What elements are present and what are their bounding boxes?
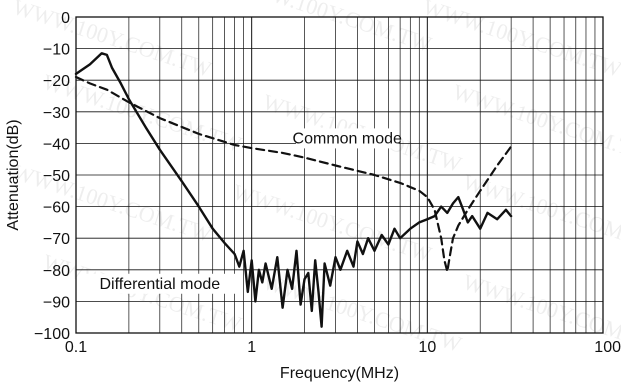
differential-mode-line (74, 52, 513, 328)
x-tick-label: 1 (247, 339, 256, 356)
x-tick-labels: 0.1 1 10 100 (65, 339, 621, 356)
y-axis-title: Attenuation(dB) (5, 119, 22, 230)
annotation-background (295, 128, 399, 149)
differential-mode-label: Differential mode (99, 276, 220, 293)
y-tick-label: −40 (43, 136, 70, 153)
annotations: Common mode Differential mode (82, 128, 402, 294)
y-tick-labels: 0 −10 −20 −30 −40 −50 −60 −70 −80 −90 −100 (34, 10, 70, 343)
series-layer (74, 52, 513, 328)
x-tick-label: 100 (594, 339, 621, 356)
y-tick-label: 0 (61, 10, 70, 27)
y-tick-label: −60 (43, 200, 70, 217)
y-tick-label: −10 (43, 42, 70, 59)
x-tick-label: 10 (418, 339, 436, 356)
y-tick-label: −80 (43, 263, 70, 280)
x-axis-title: Frequency(MHz) (280, 365, 399, 382)
watermark-text: WWW.100Y.COM.TW (450, 79, 621, 167)
plot-frame (75, 16, 604, 334)
y-tick-label: −20 (43, 73, 70, 90)
y-tick-label: −50 (43, 168, 70, 185)
watermark-text: WWW.100Y.COM.TW (460, 169, 621, 257)
watermark-text: WWW.100Y.COM.TW (230, 179, 435, 267)
common-mode-line (74, 75, 513, 273)
annotation-background (82, 273, 237, 294)
x-tick-label: 0.1 (65, 339, 87, 356)
y-tick-label: −100 (34, 326, 70, 343)
y-tick-label: −90 (43, 294, 70, 311)
y-tick-label: −70 (43, 231, 70, 248)
common-mode-label: Common mode (293, 130, 402, 147)
watermark-text: WWW.100Y.COM.TW (10, 159, 215, 247)
watermark-text: WWW.100Y.COM.TW (420, 0, 621, 82)
y-tick-label: −30 (43, 105, 70, 122)
